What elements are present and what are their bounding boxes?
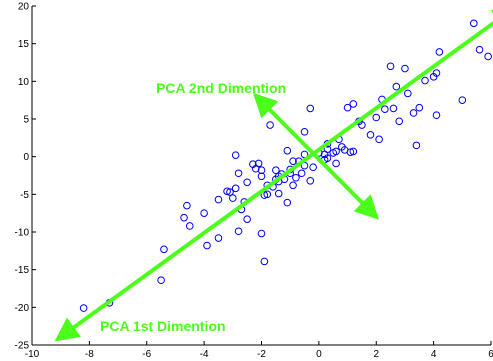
y-tick-label: 20: [18, 2, 30, 13]
x-tick-label: -4: [200, 349, 209, 360]
x-tick-label: 0: [316, 349, 322, 360]
pca-arrows: [54, 5, 493, 342]
x-tick-label: 4: [431, 349, 437, 360]
y-tick-label: -20: [15, 303, 30, 314]
y-tick-label: -10: [15, 228, 30, 239]
y-tick-label: 0: [23, 152, 29, 163]
annotations: PCA 1st Dimention PCA 2nd Dimention: [100, 80, 286, 334]
pca-1st-label: PCA 1st Dimention: [100, 318, 226, 334]
pca-2nd-label: PCA 2nd Dimention: [156, 80, 286, 96]
x-tick-label: -2: [257, 349, 266, 360]
y-tick-label: -5: [20, 190, 29, 201]
pca-2nd-arrow: [252, 92, 380, 220]
y-tick-label: 10: [18, 77, 30, 88]
y-tick-label: -15: [15, 265, 30, 276]
x-tick-label: -6: [142, 349, 151, 360]
y-tick-label: 5: [23, 115, 29, 126]
y-tick-label: 15: [18, 39, 30, 50]
y-tick-label: -25: [15, 341, 30, 352]
x-tick-label: 6: [488, 349, 493, 360]
x-tick-label: -10: [25, 349, 40, 360]
x-tick-label: 2: [373, 349, 379, 360]
x-tick-label: -8: [85, 349, 94, 360]
